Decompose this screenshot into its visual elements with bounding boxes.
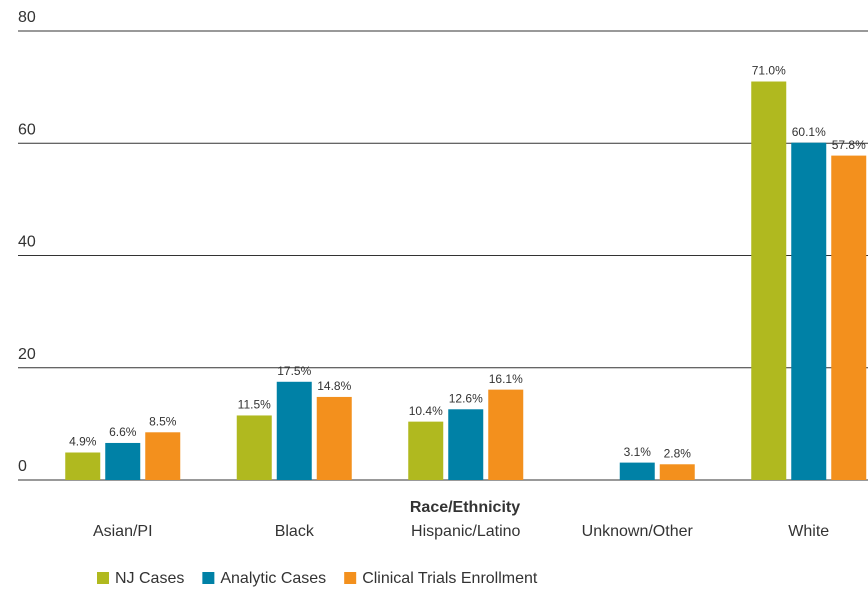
legend-label: Clinical Trials Enrollment [362,570,538,587]
bar [619,462,655,480]
legend-swatch [344,572,357,584]
bar [448,409,484,480]
data-label: 4.9% [69,435,97,449]
legend-swatch [97,572,109,584]
x-axis-label: Race/Ethnicity [410,499,520,516]
data-label: 60.1% [792,125,826,139]
bar [659,464,695,480]
bar [316,396,352,480]
x-tick-label: Asian/PI [93,523,153,540]
bar [236,415,272,480]
data-label: 71.0% [752,64,786,78]
bar [751,81,787,480]
data-label: 6.6% [109,425,137,439]
data-label: 12.6% [449,391,483,405]
data-label: 17.5% [277,364,311,378]
data-label: 16.1% [489,372,523,386]
data-label: 14.8% [317,379,351,393]
x-tick-label: Black [275,523,315,540]
legend-label: Analytic Cases [220,570,326,587]
bar [105,442,141,480]
bar [145,432,181,480]
data-label: 2.8% [664,446,692,460]
y-tick-label: 20 [18,346,36,363]
data-label: 11.5% [238,398,271,412]
bar [408,421,444,480]
bar [791,142,827,480]
y-tick-label: 60 [18,121,36,138]
x-tick-label: Unknown/Other [582,523,694,540]
bar [65,452,101,480]
y-tick-label: 40 [18,234,36,251]
data-label: 8.5% [149,414,177,428]
data-label: 10.4% [409,404,443,418]
bar [488,389,524,480]
x-tick-label: Hispanic/Latino [411,523,521,540]
y-tick-label: 80 [18,9,36,26]
data-label: 3.1% [624,445,652,459]
legend-label: NJ Cases [115,570,184,587]
y-tick-label: 0 [18,458,27,475]
bar [276,381,312,480]
x-tick-label: White [788,523,829,540]
legend-swatch [202,572,215,584]
bar [831,155,867,480]
data-label: 57.8% [832,138,866,152]
